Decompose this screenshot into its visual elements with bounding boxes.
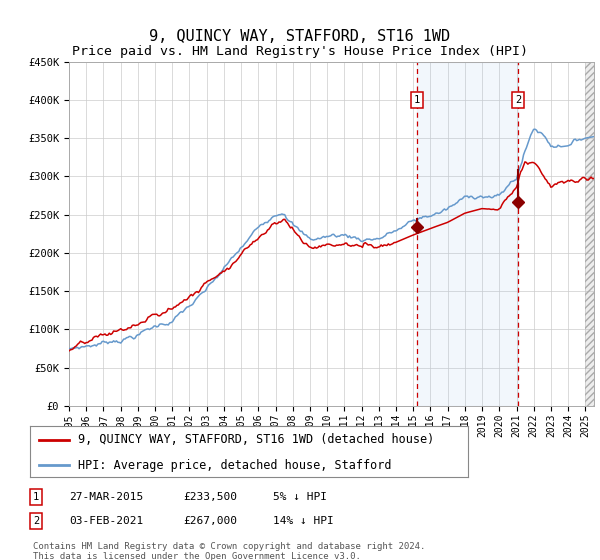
Text: 2: 2 (33, 516, 39, 526)
Text: 14% ↓ HPI: 14% ↓ HPI (273, 516, 334, 526)
Text: 5% ↓ HPI: 5% ↓ HPI (273, 492, 327, 502)
Text: HPI: Average price, detached house, Stafford: HPI: Average price, detached house, Staf… (78, 459, 392, 472)
Text: £267,000: £267,000 (183, 516, 237, 526)
Text: 2: 2 (515, 95, 521, 105)
Text: 1: 1 (33, 492, 39, 502)
Text: 1: 1 (414, 95, 421, 105)
Text: £233,500: £233,500 (183, 492, 237, 502)
Text: 27-MAR-2015: 27-MAR-2015 (69, 492, 143, 502)
Text: 03-FEB-2021: 03-FEB-2021 (69, 516, 143, 526)
Text: Contains HM Land Registry data © Crown copyright and database right 2024.
This d: Contains HM Land Registry data © Crown c… (33, 542, 425, 560)
Text: Price paid vs. HM Land Registry's House Price Index (HPI): Price paid vs. HM Land Registry's House … (72, 45, 528, 58)
Text: 9, QUINCY WAY, STAFFORD, ST16 1WD (detached house): 9, QUINCY WAY, STAFFORD, ST16 1WD (detac… (78, 433, 434, 446)
Bar (417, 62, 518, 406)
Text: 9, QUINCY WAY, STAFFORD, ST16 1WD: 9, QUINCY WAY, STAFFORD, ST16 1WD (149, 29, 451, 44)
